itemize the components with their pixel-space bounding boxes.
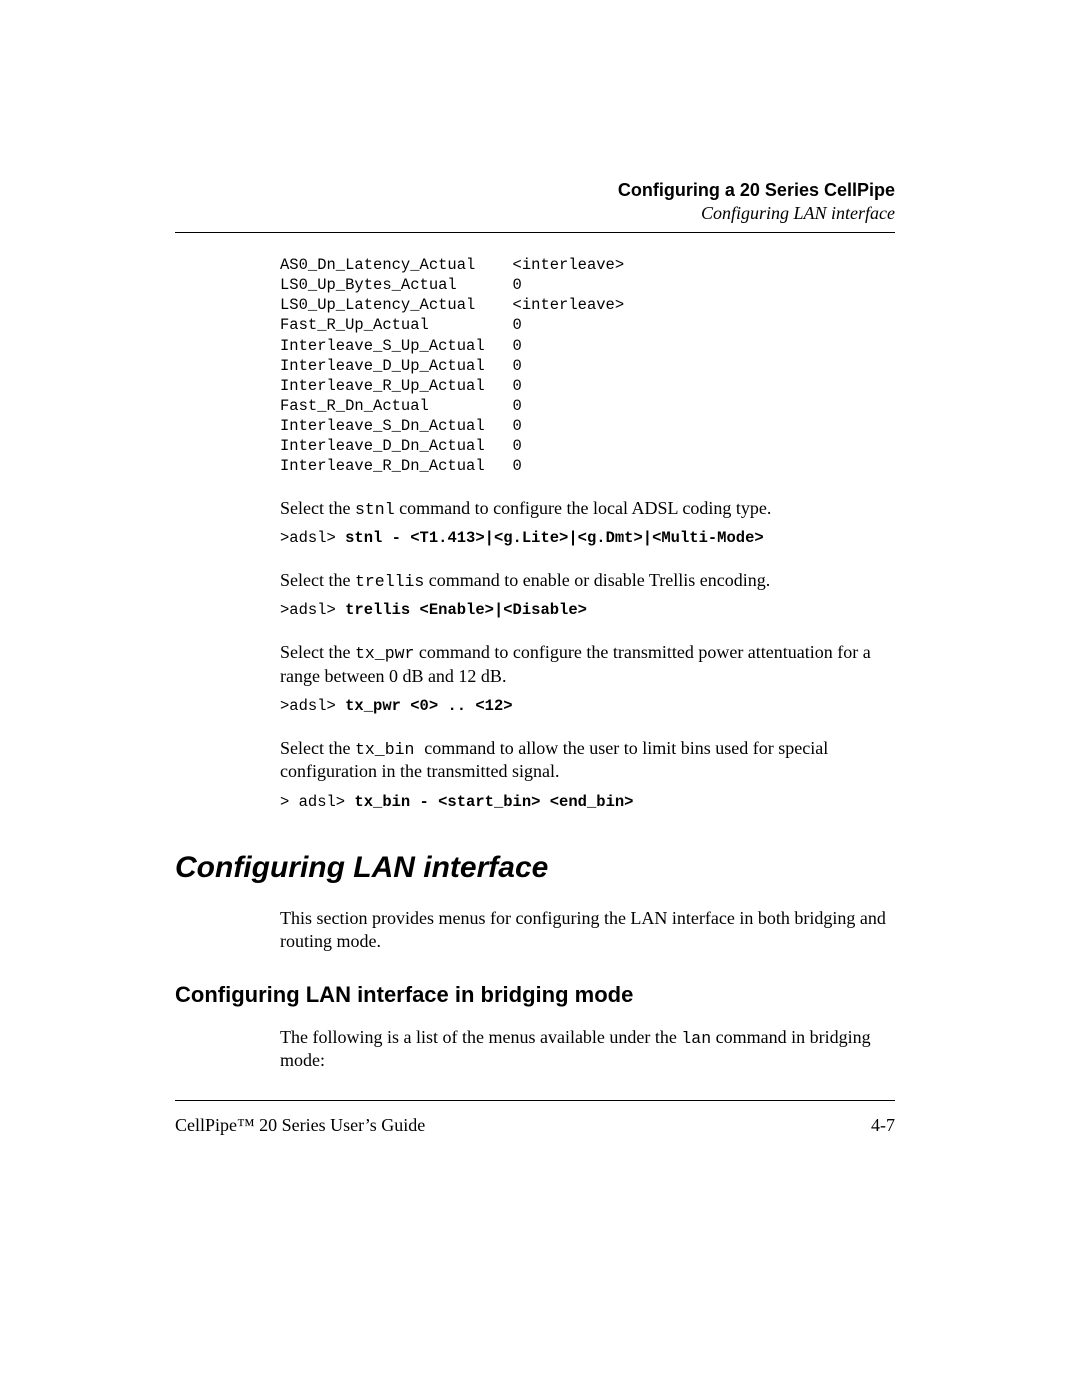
page: Configuring a 20 Series CellPipe Configu… [175, 180, 895, 1136]
text: The following is a list of the menus ava… [280, 1027, 681, 1047]
prompt: > adsl> [280, 793, 354, 811]
txbin-paragraph: Select the tx_bin command to allow the u… [280, 737, 895, 784]
txpwr-paragraph: Select the tx_pwr command to configure t… [280, 641, 895, 688]
stnl-command-line: >adsl> stnl - <T1.413>|<g.Lite>|<g.Dmt>|… [280, 528, 895, 549]
content-column-3: The following is a list of the menus ava… [280, 1026, 895, 1073]
trellis-command-line: >adsl> trellis <Enable>|<Disable> [280, 600, 895, 621]
header-rule [175, 232, 895, 233]
footer-rule [175, 1100, 895, 1101]
trellis-paragraph: Select the trellis command to enable or … [280, 569, 895, 592]
txbin-cmd: tx_bin [355, 740, 424, 759]
lan-intro-paragraph: This section provides menus for configur… [280, 907, 895, 954]
text: Select the [280, 738, 355, 758]
trellis-cmd: trellis [355, 572, 424, 591]
header-chapter: Configuring a 20 Series CellPipe [175, 180, 895, 201]
page-footer: CellPipe™ 20 Series User’s Guide 4-7 [175, 1115, 895, 1136]
section-heading-lan: Configuring LAN interface [175, 851, 895, 885]
lan-cmd: lan [681, 1029, 711, 1048]
prompt: >adsl> [280, 601, 345, 619]
adsl-status-output: AS0_Dn_Latency_Actual <interleave> LS0_U… [280, 255, 895, 477]
text: Select the [280, 498, 355, 518]
text: command to enable or disable Trellis enc… [424, 570, 770, 590]
footer-page-number: 4-7 [871, 1115, 895, 1136]
text: Select the [280, 642, 355, 662]
txpwr-command-line: >adsl> tx_pwr <0> .. <12> [280, 696, 895, 717]
command-text: tx_pwr <0> .. <12> [345, 697, 512, 715]
txbin-command-line: > adsl> tx_bin - <start_bin> <end_bin> [280, 792, 895, 813]
subsection-heading-bridging: Configuring LAN interface in bridging mo… [175, 982, 895, 1008]
command-text: stnl - <T1.413>|<g.Lite>|<g.Dmt>|<Multi-… [345, 529, 764, 547]
content-column: AS0_Dn_Latency_Actual <interleave> LS0_U… [280, 255, 895, 813]
txpwr-cmd: tx_pwr [355, 644, 414, 663]
content-column-2: This section provides menus for configur… [280, 907, 895, 954]
command-text: trellis <Enable>|<Disable> [345, 601, 587, 619]
footer-guide-title: CellPipe™ 20 Series User’s Guide [175, 1115, 425, 1136]
prompt: >adsl> [280, 529, 345, 547]
command-text: tx_bin - <start_bin> <end_bin> [354, 793, 633, 811]
bridging-paragraph: The following is a list of the menus ava… [280, 1026, 895, 1073]
text: command to configure the local ADSL codi… [395, 498, 772, 518]
stnl-paragraph: Select the stnl command to configure the… [280, 497, 895, 520]
running-header: Configuring a 20 Series CellPipe Configu… [175, 180, 895, 224]
prompt: >adsl> [280, 697, 345, 715]
header-section: Configuring LAN interface [175, 203, 895, 224]
stnl-cmd: stnl [355, 500, 395, 519]
text: Select the [280, 570, 355, 590]
